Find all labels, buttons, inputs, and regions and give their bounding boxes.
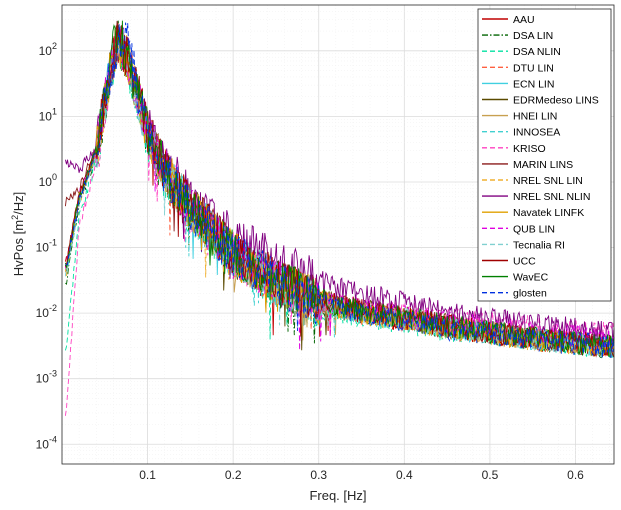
legend: AAU DSA LIN DSA NLIN DTU LIN ECN LIN EDRMedes… <box>477 8 612 302</box>
x-tick-label: 0.6 <box>567 468 584 482</box>
x-tick-labels: 0.1 0.2 0.3 0.4 0.5 0.6 <box>139 468 584 482</box>
x-axis-title: Freq. [Hz] <box>309 488 366 503</box>
legend-label: INNOSEA <box>513 127 560 139</box>
series-line <box>64 28 615 416</box>
x-tick-label: 0.2 <box>225 468 242 482</box>
legend-label: Navatek LINFK <box>513 207 584 219</box>
legend-label: WavEC <box>513 272 549 284</box>
legend-label: KRISO <box>513 143 546 155</box>
y-tick-label: 10-1 <box>36 238 57 255</box>
legend-box <box>477 8 612 302</box>
y-tick-label: 101 <box>39 106 57 123</box>
legend-label: MARIN LINS <box>513 159 573 171</box>
series-line <box>64 20 615 357</box>
x-tick-label: 0.4 <box>396 468 413 482</box>
y-tick-label: 100 <box>39 172 57 189</box>
legend-label: UCC <box>513 256 536 268</box>
y-tick-label: 10-2 <box>36 303 57 320</box>
legend-label: EDRMedeso LINS <box>513 95 599 107</box>
legend-label: NREL SNL LIN <box>513 175 583 187</box>
legend-label: NREL SNL NLIN <box>513 191 590 203</box>
y-tick-label: 102 <box>39 41 57 58</box>
y-axis-title: HvPos [m2/Hz] <box>10 192 26 276</box>
legend-label: DSA NLIN <box>513 46 561 58</box>
plot-frame <box>61 4 615 465</box>
x-tick-label: 0.5 <box>482 468 499 482</box>
series-line <box>64 27 615 351</box>
y-tick-label: 10-3 <box>36 369 57 386</box>
legend-label: HNEI LIN <box>513 111 557 123</box>
x-tick-label: 0.3 <box>310 468 327 482</box>
series-layer <box>64 20 615 416</box>
y-tick-labels: 10-4 10-3 10-2 10-1 100 101 102 <box>36 41 57 451</box>
legend-label: QUB LIN <box>513 223 555 235</box>
legend-label: ECN LIN <box>513 78 554 90</box>
y-tick-label: 10-4 <box>36 434 57 451</box>
legend-label: glosten <box>513 288 547 300</box>
legend-label: DTU LIN <box>513 62 554 74</box>
legend-label: DSA LIN <box>513 30 553 42</box>
legend-label: Tecnalia RI <box>513 239 565 251</box>
series-line <box>65 22 615 358</box>
legend-label: AAU <box>513 14 535 26</box>
x-tick-label: 0.1 <box>139 468 156 482</box>
